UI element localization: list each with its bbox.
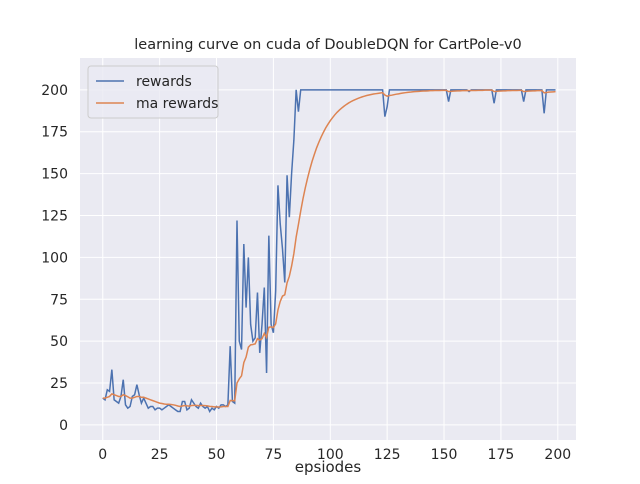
x-tick-label: 200 — [544, 447, 571, 463]
y-tick-label: 125 — [41, 208, 68, 224]
legend: rewards ma rewards — [87, 65, 219, 119]
y-tick-label: 75 — [50, 292, 68, 308]
y-tick-label: 100 — [41, 250, 68, 266]
chart-title: learning curve on cuda of DoubleDQN for … — [134, 37, 521, 53]
y-tick-label: 175 — [41, 125, 68, 141]
y-tick-label: 50 — [50, 334, 68, 350]
x-tick-label: 100 — [317, 447, 344, 463]
y-tick-label: 25 — [50, 376, 68, 392]
x-tick-label: 25 — [151, 447, 169, 463]
x-axis-label: epsiodes — [295, 458, 362, 476]
y-tick-label: 0 — [59, 418, 68, 434]
series-line — [102, 89, 556, 408]
legend-label: rewards — [136, 74, 192, 90]
y-tick-label: 150 — [41, 167, 68, 183]
x-tick-label: 75 — [264, 447, 282, 463]
x-tick-label: 150 — [431, 447, 458, 463]
x-tick-label: 175 — [488, 447, 515, 463]
y-tick-label: 200 — [41, 83, 68, 99]
x-tick-label: 0 — [98, 447, 107, 463]
legend-box — [87, 65, 219, 119]
legend-label: ma rewards — [136, 96, 218, 112]
x-tick-label: 50 — [208, 447, 226, 463]
x-tick-label: 125 — [374, 447, 401, 463]
plot-area — [80, 58, 576, 440]
